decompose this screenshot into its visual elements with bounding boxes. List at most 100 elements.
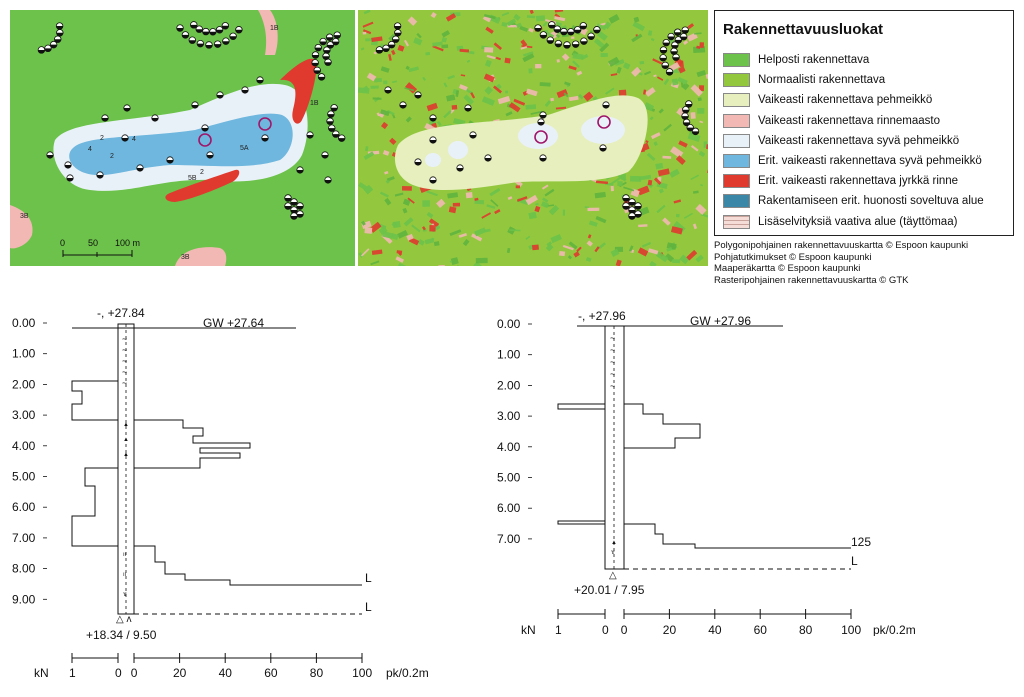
borehole-icon: [256, 76, 264, 84]
blow-count-trace: [134, 419, 251, 469]
blow-count-trace: [624, 403, 701, 449]
legend-label: Erit. vaikeasti rakennettava jyrkkä rinn…: [758, 175, 959, 188]
borehole-icon: [691, 127, 700, 136]
borehole-icon: [235, 26, 243, 34]
borehole-icon: [580, 37, 588, 45]
axis-tick-label: 60: [754, 623, 768, 636]
borehole-icon: [55, 22, 64, 30]
borehole-icon: [313, 66, 321, 75]
axis-tick-label: 80: [799, 623, 813, 636]
legend-item: Erit. vaikeasti rakennettava syvä pehmei…: [723, 152, 982, 170]
legend-swatch: [723, 214, 750, 229]
borehole-icon: [429, 114, 437, 122]
blow-count-trace: [134, 545, 362, 586]
map-credits: Polygonipohjainen rakennettavuuskartta ©…: [714, 240, 968, 286]
zone-label: 1B: [310, 100, 319, 107]
borehole-icon: [261, 134, 269, 142]
deep-soft-ground-spot: [448, 141, 468, 159]
polygon-map-graphic: 2 4 4 2 5A 5B 2 3B 3B 1B 1B 0 50 100 m: [10, 10, 355, 266]
sounding-diagram-left: 0.00 1.00 2.00 3.00 4.00 5.00 6.00 7.00 8.00 9.00…: [12, 306, 429, 680]
borehole-icon: [101, 114, 109, 122]
borehole-icon: [469, 131, 477, 139]
borehole-icon: [634, 202, 642, 210]
borehole-icon: [327, 110, 335, 118]
bottom-symbol: △ ʌ: [116, 614, 131, 625]
study-point-marker-1: [534, 130, 548, 144]
borehole-icon: [213, 40, 222, 48]
borehole-icon: [686, 123, 694, 132]
borehole-icon: [685, 100, 693, 108]
borehole-icon: [573, 26, 582, 34]
borehole-symbols: [37, 21, 346, 220]
axis-tick-label: 20: [663, 623, 677, 636]
depth-tick-label: 6.00: [12, 500, 36, 514]
borehole-icon: [176, 24, 184, 32]
borehole-icon: [121, 134, 129, 142]
axis-tick-label: 60: [264, 666, 278, 680]
deep-soft-ground-spot: [425, 153, 441, 167]
slope-area-west: [10, 205, 33, 249]
borehole-icon: [622, 194, 630, 202]
svg-text:~: ~: [610, 333, 615, 343]
svg-text:ɤ: ɤ: [611, 550, 615, 556]
borehole-icon: [306, 131, 314, 139]
borehole-icon: [384, 86, 392, 94]
end-label: L: [851, 554, 858, 568]
deep-soft-ground-spot: [518, 123, 558, 149]
borehole-icon: [206, 151, 214, 159]
axis-tick-label: 40: [708, 623, 722, 636]
borehole-icon: [324, 58, 332, 66]
legend-item: Lisäselvityksiä vaativa alue (täyttömaa): [723, 213, 957, 231]
groundwater-label: GW +27.64: [203, 316, 264, 330]
zone-label: 3B: [181, 254, 190, 261]
axis-tick-label: 80: [310, 666, 324, 680]
borehole-icon: [191, 101, 199, 109]
borehole-icon: [319, 37, 327, 46]
legend-swatch: [723, 174, 750, 189]
borehole-icon: [539, 154, 547, 162]
borehole-icon: [296, 166, 304, 174]
svg-text:ɤ: ɤ: [123, 592, 127, 598]
borehole-icon: [284, 194, 292, 202]
axis-tick-label: 0: [602, 623, 609, 636]
axis-tick-label: 40: [219, 666, 233, 680]
borehole-icon: [333, 31, 341, 39]
borehole-icon: [202, 27, 210, 36]
study-point-marker-1: [198, 133, 212, 147]
borehole-icon: [375, 46, 384, 54]
depth-tick-label: 0.00: [12, 316, 36, 330]
zone-label: 2: [200, 169, 204, 176]
borehole-icon: [602, 101, 610, 109]
borehole-icon: [567, 28, 575, 36]
borehole-icon: [37, 46, 46, 54]
legend-item: Normaalisti rakennettava: [723, 71, 885, 89]
borehole-icon: [553, 25, 561, 33]
borehole-icon: [331, 37, 340, 46]
svg-text:~: ~: [122, 334, 127, 344]
sounding-profile-right: 0.00 1.00 2.00 3.00 4.00 5.00 6.00 7.00 -, +27.…: [495, 296, 1024, 637]
borehole-icon: [599, 144, 607, 152]
borehole-icon: [326, 41, 335, 49]
borehole-icon: [324, 176, 332, 184]
borehole-icon: [284, 202, 292, 210]
borehole-icon: [667, 32, 675, 41]
svg-text:~: ~: [610, 357, 615, 367]
depth-tick-label: 6.00: [497, 501, 521, 515]
borehole-icon: [332, 130, 340, 138]
borehole-icon: [321, 151, 329, 159]
borehole-icon: [314, 43, 322, 52]
legend-label: Vaikeasti rakennettava pehmeikkö: [758, 94, 933, 107]
axis-tick-label: 0: [115, 666, 122, 680]
borehole-icon: [188, 36, 197, 44]
borehole-icon: [662, 38, 670, 47]
axis-unit-right: pk/0.2m: [386, 666, 429, 680]
svg-text:ıı: ıı: [123, 552, 127, 558]
borehole-icon: [328, 124, 336, 132]
bottom-elevation-label: +20.01 / 7.95: [574, 583, 645, 597]
raster-buildability-map: [358, 10, 708, 266]
borehole-icon: [665, 68, 674, 76]
map-legend: Rakennettavuusluokat Helposti rakennetta…: [714, 10, 1014, 236]
borehole-icon: [414, 158, 422, 166]
slope-area-south: [175, 247, 227, 266]
